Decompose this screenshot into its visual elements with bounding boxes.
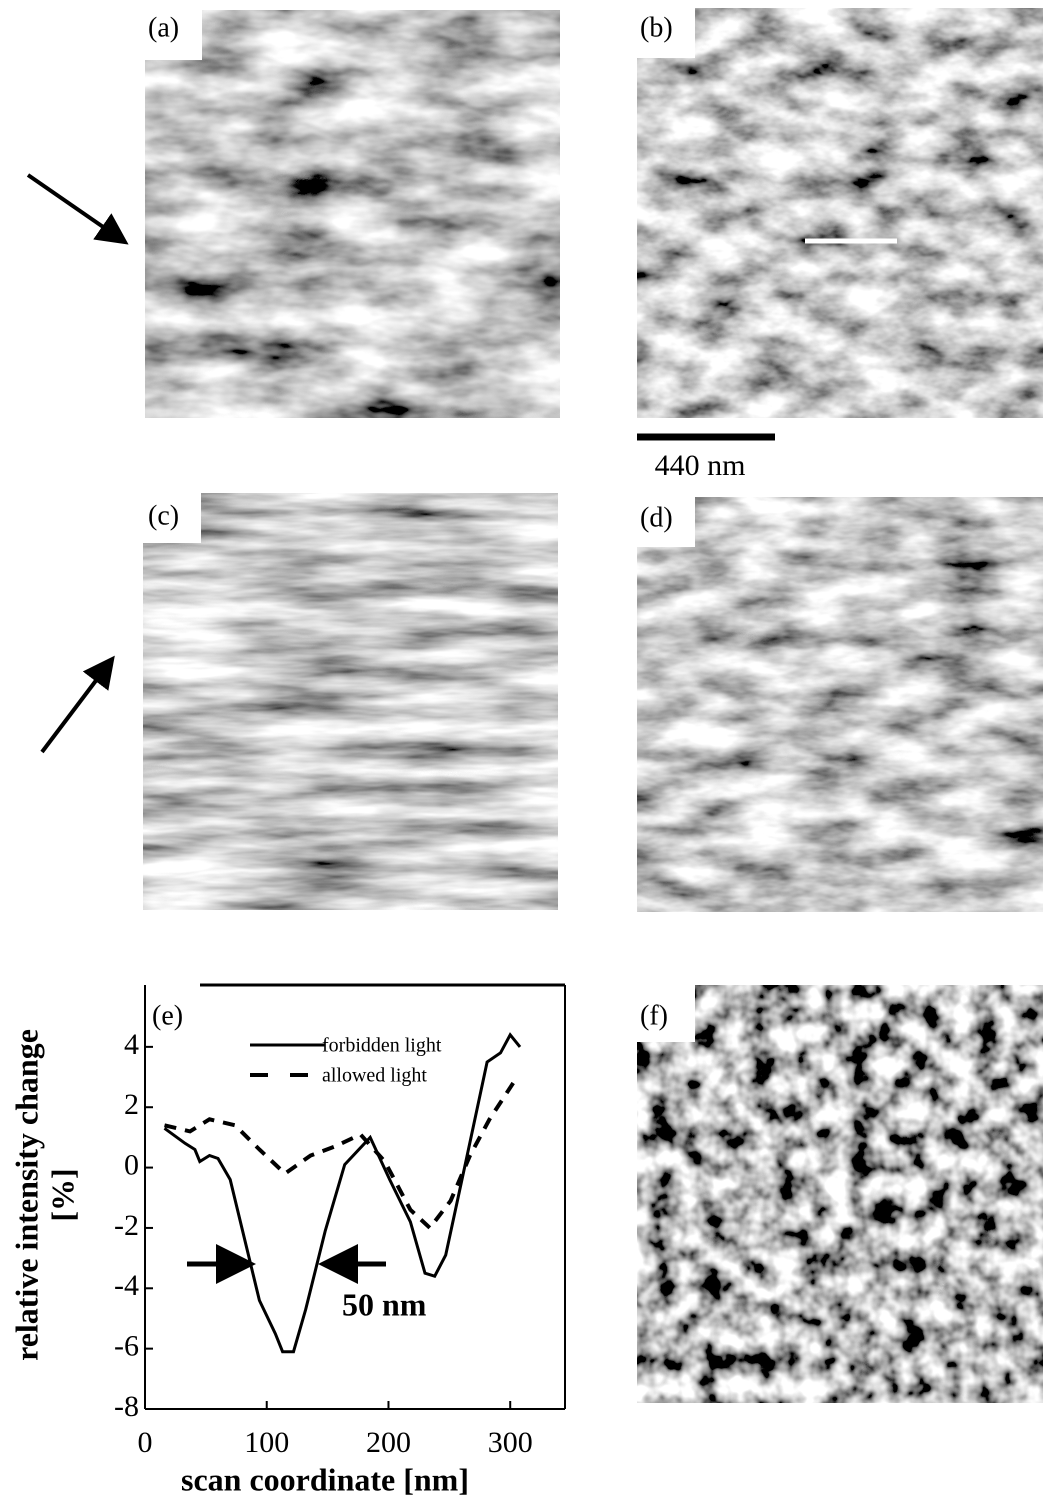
- label-box: [630, 980, 695, 1042]
- label-box: [630, 492, 695, 547]
- arrow: [26, 173, 129, 245]
- panel-label: (a): [148, 12, 179, 43]
- x-tick-label: 0: [138, 1426, 153, 1459]
- label-box: [136, 488, 201, 543]
- series-line: [164, 1079, 517, 1231]
- y-tick-label: -8: [114, 1390, 139, 1423]
- panel-label: (f): [640, 1000, 668, 1031]
- image-c: [143, 493, 558, 910]
- panel-label: (d): [640, 502, 673, 533]
- y-tick-label: 2: [124, 1088, 139, 1121]
- arrow: [40, 655, 115, 754]
- image-d: [637, 497, 1043, 912]
- y-tick-label: -6: [114, 1330, 139, 1363]
- x-tick-label: 300: [488, 1426, 533, 1459]
- panel-label: (b): [640, 12, 673, 43]
- x-tick-label: 100: [244, 1426, 289, 1459]
- series-line: [163, 1032, 522, 1354]
- y-tick-label: -2: [114, 1209, 139, 1242]
- legend-label: forbidden light: [322, 1035, 442, 1057]
- panel-label: (c): [148, 500, 179, 531]
- image-f: [637, 985, 1043, 1403]
- image-b: [637, 8, 1043, 418]
- panel-label: (e): [152, 1000, 183, 1031]
- y-tick-label: 4: [124, 1028, 139, 1061]
- scale-label: 440 nm: [655, 449, 746, 482]
- y-axis-label: relative intensity change: [8, 1029, 44, 1361]
- label-box: [630, 3, 695, 58]
- x-axis-label: scan coordinate [nm]: [181, 1461, 469, 1497]
- image-a: [145, 10, 560, 418]
- annotation: 50 nm: [342, 1286, 427, 1322]
- legend-label: allowed light: [322, 1065, 427, 1087]
- chart: (e) -8 -6 -4 -2 0 2 4 0 100 200 300 scan coordinate …: [8, 983, 566, 1497]
- y-tick-label: 0: [124, 1148, 139, 1181]
- x-tick-label: 200: [366, 1426, 411, 1459]
- y-tick-label: -4: [114, 1269, 139, 1302]
- y-axis-unit: [%]: [44, 1168, 80, 1221]
- label-box: [137, 5, 202, 60]
